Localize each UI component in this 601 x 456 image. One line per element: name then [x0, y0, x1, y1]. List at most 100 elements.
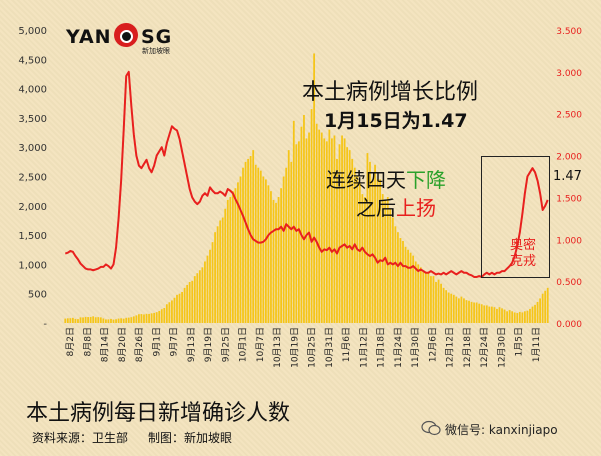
x-tick-label: 9月13日 — [186, 327, 197, 362]
x-tick-label: 8月26日 — [134, 327, 145, 362]
trend-note-line1: 连续四天下降 — [326, 164, 446, 193]
bar-42 — [171, 300, 173, 323]
bar-98 — [313, 53, 316, 323]
wechat-id: 微信号: kanxinjiapo — [445, 423, 558, 437]
bar-155 — [457, 298, 460, 323]
bar-51 — [193, 276, 196, 323]
bar-120 — [369, 161, 371, 323]
bar-50 — [191, 280, 194, 323]
bar-4 — [74, 318, 77, 323]
bar-159 — [468, 300, 470, 323]
bar-9 — [87, 317, 90, 323]
bar-143 — [427, 273, 430, 323]
left-tick-label: 5,000 — [18, 26, 47, 37]
bar-1 — [66, 318, 69, 323]
bar-45 — [178, 293, 181, 323]
bar-47 — [183, 287, 186, 323]
bar-83 — [275, 202, 277, 323]
bar-37 — [158, 310, 161, 323]
bar-144 — [430, 276, 432, 323]
x-tick-label: 9月25日 — [220, 327, 231, 362]
bar-125 — [381, 194, 384, 323]
trend-prefix-1: 连续四天 — [326, 168, 406, 192]
bar-3 — [72, 317, 74, 323]
right-tick-label: 0.500 — [556, 278, 582, 288]
trend-note-line2: 之后上扬 — [356, 192, 436, 221]
bar-34 — [150, 313, 153, 323]
bar-54 — [201, 267, 204, 323]
bar-147 — [437, 279, 440, 323]
bar-181 — [523, 311, 526, 323]
bar-14 — [99, 317, 102, 323]
bar-28 — [135, 315, 138, 323]
bar-76 — [257, 167, 260, 323]
bar-84 — [277, 197, 280, 323]
bar-126 — [384, 199, 387, 323]
left-tick-label: 1,000 — [18, 260, 47, 271]
bar-127 — [386, 197, 389, 323]
chart-credit: 制图：新加坡眼 — [148, 431, 233, 445]
bar-185 — [534, 304, 536, 323]
left-tick-label: 4,500 — [18, 55, 47, 66]
bar-48 — [186, 284, 189, 323]
x-tick-label: 12月18日 — [462, 327, 473, 368]
bar-5 — [77, 319, 79, 323]
bar-168 — [490, 306, 493, 323]
x-tick-label: 8月20日 — [117, 327, 128, 362]
bar-139 — [417, 264, 420, 323]
bar-65 — [229, 197, 232, 323]
bar-74 — [252, 150, 255, 323]
bar-62 — [221, 217, 224, 323]
bar-152 — [450, 293, 453, 323]
x-tick-label: 12月12日 — [445, 327, 456, 368]
x-tick-label: 9月19日 — [203, 327, 214, 362]
bar-141 — [422, 270, 425, 323]
wechat-icon — [421, 420, 441, 436]
bar-171 — [498, 307, 501, 323]
bar-49 — [188, 281, 191, 323]
bar-117 — [361, 194, 364, 323]
bar-129 — [391, 217, 394, 323]
bar-70 — [242, 167, 244, 323]
left-tick-label: 1,500 — [18, 231, 47, 242]
bar-19 — [112, 319, 115, 323]
headline-line1: 本土病例增长比例 — [302, 80, 479, 105]
x-tick-label: 9月1日 — [151, 327, 162, 356]
x-tick-label: 8月8日 — [82, 327, 93, 356]
bar-95 — [305, 138, 308, 323]
bar-61 — [219, 220, 222, 323]
bar-96 — [308, 132, 310, 323]
bar-173 — [503, 309, 506, 323]
bar-156 — [460, 296, 463, 323]
bar-25 — [127, 317, 130, 323]
bar-151 — [447, 292, 450, 323]
bar-17 — [107, 319, 110, 323]
bar-131 — [397, 232, 399, 323]
bar-75 — [254, 164, 257, 323]
bar-63 — [224, 208, 227, 323]
bar-79 — [264, 179, 267, 323]
bar-182 — [526, 310, 529, 323]
bar-158 — [465, 300, 468, 323]
bar-167 — [488, 306, 491, 323]
bar-57 — [209, 249, 211, 323]
bar-35 — [153, 312, 156, 323]
right-tick-label: 3.000 — [556, 69, 582, 79]
yanasg-logo: YAN SG 新加坡眼 — [66, 22, 184, 58]
bar-78 — [262, 176, 265, 323]
bar-103 — [325, 141, 328, 323]
omicron-highlight-box — [481, 156, 550, 278]
x-axis-ticks: 8月2日 8月8日 8月14日 8月20日 8月26日 9月1日 9月7日 9月13日 9月19… — [65, 327, 542, 368]
x-tick-label: 11月18日 — [376, 327, 387, 368]
x-tick-label: 10月31日 — [324, 327, 335, 368]
bar-164 — [480, 304, 483, 323]
bar-94 — [303, 114, 305, 323]
x-tick-label: 1月5日 — [514, 327, 525, 356]
logo-wordmark-left: YAN — [66, 26, 112, 48]
bar-7 — [82, 317, 84, 323]
bar-180 — [521, 312, 524, 323]
bar-107 — [336, 158, 338, 323]
bar-177 — [513, 312, 516, 323]
bar-136 — [409, 252, 412, 323]
bar-174 — [506, 311, 508, 323]
